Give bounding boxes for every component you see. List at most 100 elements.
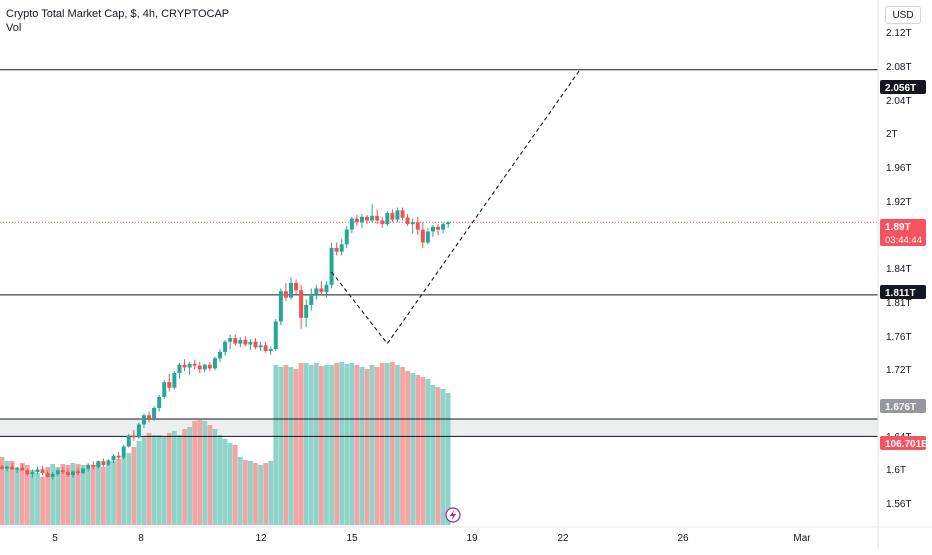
volume-bar: [217, 435, 223, 525]
volume-bar: [156, 435, 162, 525]
volume-bar: [40, 477, 45, 525]
y-tick-label: 2T: [886, 129, 898, 140]
candle-body: [410, 222, 415, 225]
lightning-icon[interactable]: [445, 507, 461, 523]
countdown-label: 03:44:44: [885, 235, 922, 246]
volume-bar: [197, 420, 203, 525]
y-tick-label: 2.12T: [886, 28, 912, 39]
volume-bar: [116, 459, 122, 525]
x-tick-label: 5: [52, 533, 58, 544]
volume-bar: [344, 364, 350, 525]
y-tick-label: 1.56T: [886, 499, 912, 510]
candle-body: [86, 464, 91, 469]
candle-body: [354, 218, 359, 223]
candle-body: [334, 248, 339, 252]
volume-bar: [171, 431, 177, 525]
volume-bar: [288, 367, 294, 525]
candle-body: [187, 363, 192, 368]
volume-bar: [425, 379, 431, 525]
volume-bar: [177, 435, 182, 525]
zone-price-label-bg: [880, 399, 926, 413]
candle-body: [365, 216, 370, 221]
candle-body: [375, 215, 380, 221]
support-price-label-bg: [880, 285, 926, 299]
volume-bar: [0, 457, 5, 525]
candle-body: [415, 222, 420, 230]
candle-body: [162, 382, 167, 397]
volume-bar: [19, 463, 25, 525]
candle-body: [405, 217, 410, 225]
candle-body: [15, 467, 20, 470]
y-tick-label: 1.92T: [886, 197, 912, 208]
volume-bar: [253, 463, 258, 525]
volume-bar: [30, 470, 35, 525]
volume-bar: [258, 465, 263, 525]
current-price-label: 1.89T: [885, 222, 911, 233]
volume-bar: [334, 363, 340, 525]
candle-body: [319, 288, 324, 293]
volume-bar: [101, 467, 106, 525]
y-tick-label: 1.76T: [886, 332, 912, 343]
candle-body: [233, 338, 238, 344]
volume-bar: [212, 429, 218, 525]
candle-body: [294, 282, 299, 291]
volume-bar: [232, 445, 238, 525]
volume-bar: [329, 365, 334, 525]
volume-bar: [45, 467, 51, 525]
candle-body: [273, 321, 278, 350]
candle-body: [182, 364, 187, 368]
support-price-label: 1.811T: [885, 288, 916, 299]
volume-bar: [141, 437, 147, 525]
volume-bar: [410, 373, 416, 525]
volume-bar: [339, 362, 345, 525]
volume-bar: [75, 464, 81, 525]
volume-bar: [65, 465, 71, 525]
candle-body: [70, 471, 75, 476]
candle-body: [324, 284, 329, 293]
volume-bar: [237, 457, 243, 525]
y-tick-label: 1.81T: [886, 298, 912, 309]
candle-body: [10, 466, 15, 470]
candle-body: [101, 461, 106, 465]
candle-body: [441, 224, 446, 230]
candle-body: [40, 469, 45, 474]
candle-body: [425, 231, 430, 243]
y-tick-label: 1.84T: [886, 264, 912, 275]
candle-body: [35, 469, 40, 473]
volume-bar: [435, 387, 441, 525]
volume-bar: [126, 453, 132, 525]
candle-body: [45, 473, 50, 477]
candle-body: [283, 291, 288, 298]
volume-bar: [85, 468, 91, 525]
candle-body: [65, 472, 70, 476]
candle-body: [202, 364, 207, 370]
volume-bar: [35, 473, 40, 525]
volume-bar: [308, 365, 314, 525]
candle-body: [344, 229, 349, 245]
currency-button[interactable]: USD: [885, 6, 921, 24]
candle-body: [228, 338, 233, 342]
volume-bar: [268, 461, 274, 525]
candle-body: [349, 218, 354, 230]
candle-body: [400, 210, 405, 218]
volume-bar: [207, 425, 213, 525]
candle-body: [288, 282, 293, 298]
candle-body: [446, 222, 451, 225]
volume-bar: [420, 377, 426, 525]
candle-body: [152, 407, 157, 419]
volume-bar: [192, 421, 198, 525]
candle-body: [212, 358, 217, 369]
volume-bar: [202, 421, 208, 525]
candle-body: [167, 382, 172, 388]
candle-body: [299, 290, 304, 318]
candle-body: [136, 424, 141, 438]
volume-bar: [278, 367, 284, 525]
candle-body: [131, 435, 136, 438]
volume-bar: [222, 439, 228, 525]
volume-bar: [369, 365, 375, 525]
volume-bar: [395, 365, 400, 525]
projection-path: [331, 69, 581, 345]
x-tick-label: 22: [557, 533, 569, 544]
